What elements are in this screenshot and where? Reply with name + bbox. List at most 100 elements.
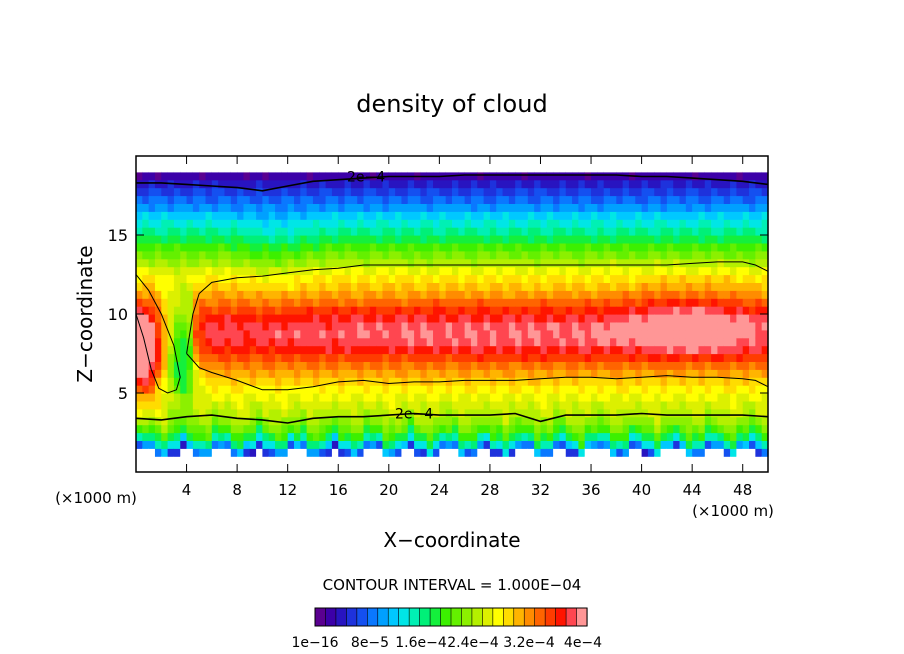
field-cell xyxy=(502,321,510,331)
field-cell xyxy=(723,329,731,339)
field-cell xyxy=(161,464,169,473)
field-cell xyxy=(414,258,421,268)
field-cell xyxy=(679,258,687,268)
field-cell xyxy=(597,266,605,276)
field-cell xyxy=(610,290,617,299)
field-cell xyxy=(660,266,668,276)
field-cell xyxy=(237,156,245,165)
field-cell xyxy=(553,242,561,252)
field-cell xyxy=(458,369,466,378)
field-cell xyxy=(426,219,434,228)
field-cell xyxy=(312,377,320,386)
field-cell xyxy=(489,432,497,441)
field-cell xyxy=(249,448,257,457)
field-cell xyxy=(730,432,737,441)
field-cell xyxy=(679,321,687,331)
field-cell xyxy=(742,440,750,449)
field-cell xyxy=(401,195,409,204)
field-cell xyxy=(211,464,219,473)
field-cell xyxy=(218,219,226,228)
field-cell xyxy=(199,306,207,315)
field-cell xyxy=(154,171,162,181)
field-cell xyxy=(641,361,649,370)
field-cell xyxy=(635,432,643,441)
field-cell xyxy=(711,156,719,165)
field-cell xyxy=(666,400,674,410)
field-cell xyxy=(540,258,548,268)
field-cell xyxy=(256,416,263,426)
field-cell xyxy=(654,377,662,386)
field-cell xyxy=(363,369,371,378)
field-cell xyxy=(641,156,649,165)
field-cell xyxy=(502,211,510,220)
field-cell xyxy=(331,266,339,276)
field-cell xyxy=(742,211,750,220)
field-cell xyxy=(357,298,365,307)
field-cell xyxy=(287,163,295,173)
field-cell xyxy=(344,219,352,228)
field-cell xyxy=(692,369,700,378)
field-cell xyxy=(749,432,756,441)
field-cell xyxy=(666,235,674,244)
field-cell xyxy=(300,314,308,323)
field-cell xyxy=(736,448,744,457)
field-cell xyxy=(218,424,226,434)
field-cell xyxy=(350,203,358,212)
field-cell xyxy=(464,369,472,378)
field-cell xyxy=(755,456,763,465)
field-cell xyxy=(660,298,668,307)
field-cell xyxy=(249,337,257,347)
field-cell xyxy=(521,250,529,260)
field-cell xyxy=(717,345,725,355)
field-cell xyxy=(161,393,169,402)
field-cell xyxy=(578,282,586,291)
field-cell xyxy=(420,290,428,299)
field-cell xyxy=(173,250,181,260)
field-cell xyxy=(268,211,276,220)
field-cell xyxy=(458,290,466,299)
field-cell xyxy=(445,345,453,355)
field-cell xyxy=(180,345,188,355)
field-cell xyxy=(306,211,314,220)
field-cell xyxy=(281,353,289,362)
field-cell xyxy=(673,203,681,212)
field-cell xyxy=(749,203,756,212)
field-cell xyxy=(616,219,624,228)
x-tick-label: 12 xyxy=(278,481,297,499)
field-cell xyxy=(445,163,453,173)
field-cell xyxy=(243,203,251,212)
field-cell xyxy=(641,329,649,339)
field-cell xyxy=(388,266,396,276)
field-cell xyxy=(199,258,207,268)
field-cell xyxy=(572,282,579,291)
field-cell xyxy=(730,235,737,244)
field-cell xyxy=(186,377,194,386)
field-cell xyxy=(180,432,188,441)
field-cell xyxy=(205,385,213,394)
field-cell xyxy=(211,219,219,228)
field-cell xyxy=(515,408,523,418)
field-cell xyxy=(414,448,421,457)
field-cell xyxy=(224,400,232,410)
field-cell xyxy=(565,408,573,418)
field-cell xyxy=(527,369,535,378)
field-cell xyxy=(730,393,737,402)
field-cell xyxy=(647,385,655,394)
field-cell xyxy=(736,306,744,315)
field-cell xyxy=(312,448,320,457)
field-cell xyxy=(452,314,459,323)
field-cell xyxy=(199,298,207,307)
field-cell xyxy=(154,361,162,370)
plot-area xyxy=(136,156,769,473)
field-cell xyxy=(281,156,289,165)
field-cell xyxy=(445,369,453,378)
field-cell xyxy=(243,314,251,323)
field-cell xyxy=(300,456,308,465)
field-cell xyxy=(142,187,150,197)
field-cell xyxy=(142,163,150,173)
field-cell xyxy=(350,329,358,339)
field-cell xyxy=(268,464,276,473)
field-cell xyxy=(572,298,579,307)
field-cell xyxy=(565,345,573,355)
field-cell xyxy=(388,187,396,197)
